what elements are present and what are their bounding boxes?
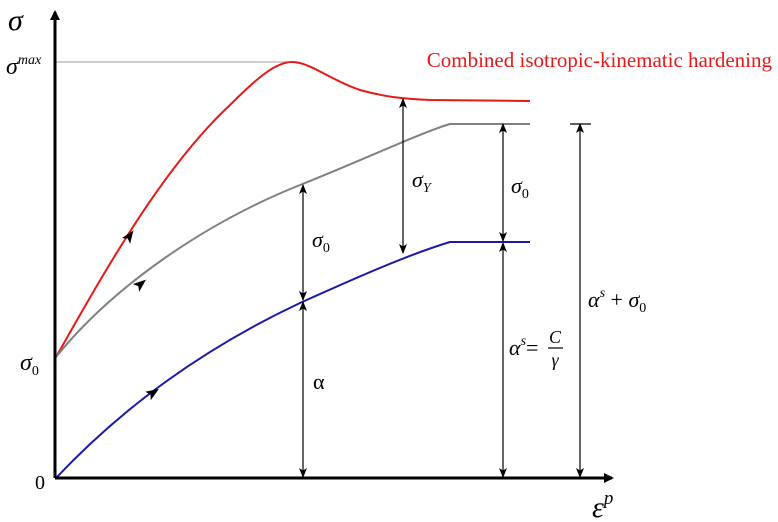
sigma-0-axis-label: σ0 [20,350,39,379]
isotropic-curve-arrow-icon [132,279,146,292]
alpha-s-label: αs= [509,334,538,360]
y-axis-label: σ [8,4,24,37]
sigma0-right-label: σ0 [511,173,529,202]
origin-label: 0 [35,472,45,494]
diagram-title: Combined isotropic-kinematic hardening [427,48,773,72]
combined-curve-arrow-icon [121,230,134,244]
kinematic-hardening-curve [55,241,530,479]
alpha-s-fraction-numerator: C [549,327,562,347]
alpha-label: α [313,369,325,394]
alpha-s-plus-sigma0-label: αs + σ0 [588,286,646,316]
x-axis-label: εp [592,488,613,522]
combined-hardening-curve [55,60,531,358]
sigma-y-label: σY [412,167,433,196]
alpha-s-fraction-denominator: γ [551,350,559,370]
sigma-max-label: σmax [6,53,42,80]
kinematic-curve-arrow-icon [145,388,159,401]
isotropic-hardening-curve [55,123,530,358]
sigma0-mid-label: σ0 [312,227,330,256]
